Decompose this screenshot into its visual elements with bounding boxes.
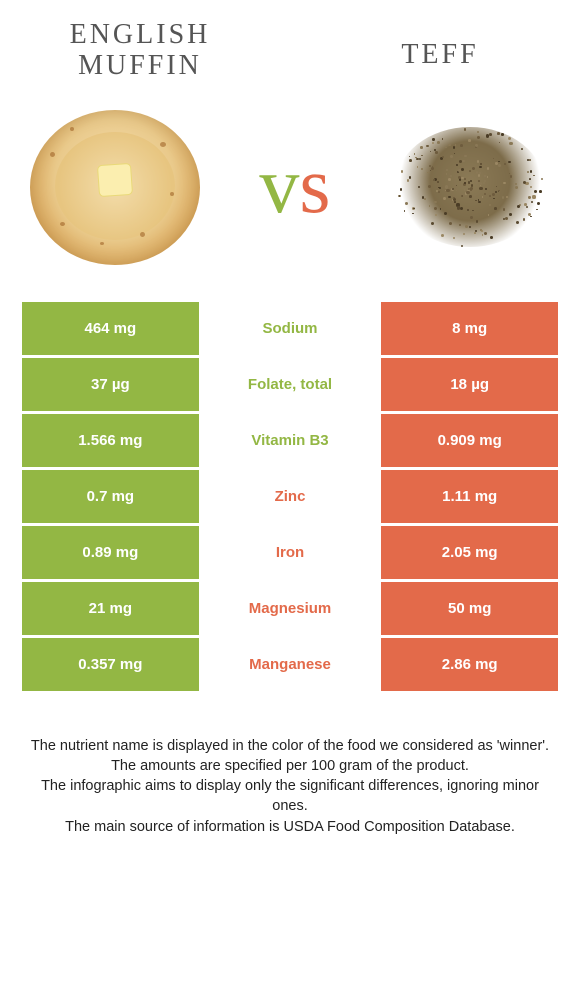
value-right: 2.05 mg bbox=[381, 526, 558, 579]
value-right: 50 mg bbox=[381, 582, 558, 635]
value-right: 8 mg bbox=[381, 302, 558, 355]
nutrient-name: Zinc bbox=[202, 470, 379, 523]
table-row: 464 mgSodium8 mg bbox=[22, 302, 558, 355]
nutrient-name: Magnesium bbox=[202, 582, 379, 635]
value-right: 0.909 mg bbox=[381, 414, 558, 467]
title-left: English Muffin bbox=[40, 20, 240, 82]
footer-line: The nutrient name is displayed in the co… bbox=[22, 736, 558, 756]
value-left: 0.7 mg bbox=[22, 470, 199, 523]
vs-label: vs bbox=[259, 141, 330, 232]
footer-line: The infographic aims to display only the… bbox=[22, 776, 558, 817]
nutrient-name: Vitamin B3 bbox=[202, 414, 379, 467]
table-row: 21 mgMagnesium50 mg bbox=[22, 582, 558, 635]
comparison-table: 464 mgSodium8 mg37 µgFolate, total18 µg1… bbox=[22, 302, 558, 691]
footer-line: The main source of information is USDA F… bbox=[22, 817, 558, 837]
value-left: 21 mg bbox=[22, 582, 199, 635]
table-row: 0.89 mgIron2.05 mg bbox=[22, 526, 558, 579]
title-right: Teff bbox=[340, 20, 540, 82]
english-muffin-icon bbox=[30, 102, 200, 272]
value-left: 37 µg bbox=[22, 358, 199, 411]
table-row: 0.357 mgManganese2.86 mg bbox=[22, 638, 558, 691]
nutrient-name: Folate, total bbox=[202, 358, 379, 411]
footer-line: The amounts are specified per 100 gram o… bbox=[22, 756, 558, 776]
table-row: 37 µgFolate, total18 µg bbox=[22, 358, 558, 411]
images-row: vs bbox=[0, 92, 580, 302]
value-right: 2.86 mg bbox=[381, 638, 558, 691]
value-left: 464 mg bbox=[22, 302, 199, 355]
value-left: 0.357 mg bbox=[22, 638, 199, 691]
value-left: 0.89 mg bbox=[22, 526, 199, 579]
vs-s: s bbox=[299, 142, 330, 230]
table-row: 1.566 mgVitamin B30.909 mg bbox=[22, 414, 558, 467]
nutrient-name: Iron bbox=[202, 526, 379, 579]
nutrient-name: Sodium bbox=[202, 302, 379, 355]
footer-notes: The nutrient name is displayed in the co… bbox=[0, 691, 580, 837]
value-left: 1.566 mg bbox=[22, 414, 199, 467]
nutrient-name: Manganese bbox=[202, 638, 379, 691]
header: English Muffin Teff bbox=[0, 0, 580, 92]
teff-icon bbox=[390, 112, 550, 262]
table-row: 0.7 mgZinc1.11 mg bbox=[22, 470, 558, 523]
vs-v: v bbox=[259, 142, 299, 230]
value-right: 18 µg bbox=[381, 358, 558, 411]
value-right: 1.11 mg bbox=[381, 470, 558, 523]
